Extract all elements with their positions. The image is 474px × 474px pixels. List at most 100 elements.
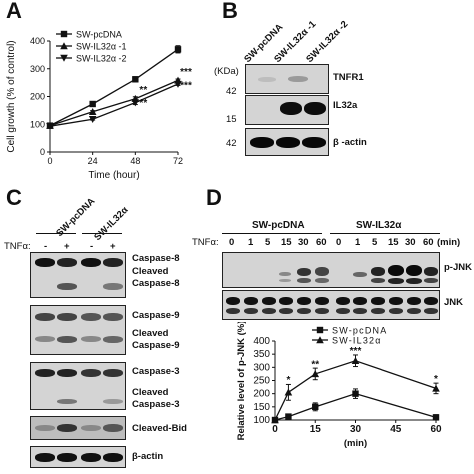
chart-a-series-2-point-2 [131, 99, 140, 107]
chart-d: 100 150 200 250 300 350 400 0 15 30 45 60 (min) Relat… [236, 322, 442, 449]
chart-d-x-tick-label-4: 60 [430, 424, 442, 435]
chart-d-legend-label-0: SW-pcDNA [332, 326, 387, 336]
chart-d-annotation-3: * [434, 374, 438, 385]
blot-label-caspase-8-cleaved: Cleaved [132, 266, 169, 277]
blot-label-caspase-8: Caspase-8 [132, 253, 180, 264]
chart-a-series-1-point-1 [88, 107, 97, 115]
blot-label-caspase-3-cleaved-2: Caspase-3 [132, 399, 180, 410]
group-label-d-1: SW-pcDNA [252, 220, 305, 231]
chart-d-x-tick-label-2: 30 [350, 424, 362, 435]
blot-caspase-8 [30, 252, 126, 298]
marker-b-2: 15 [226, 114, 237, 125]
time-d-1: 0 [229, 237, 235, 248]
chart-d-y-tick-label-5: 350 [253, 349, 270, 360]
blot-caspase-9 [30, 305, 126, 355]
chart-d-x-label: (min) [344, 438, 367, 449]
chart-d-series-1-point-3 [351, 356, 360, 364]
chart-d-series-0-point-1 [285, 413, 292, 420]
time-d-9: 5 [372, 237, 378, 248]
time-d-2: 1 [248, 237, 254, 248]
time-d-7: 0 [336, 237, 342, 248]
chart-d-legend-label-1: SW-IL32α [332, 336, 382, 346]
panel-d-letter: D [206, 185, 222, 210]
chart-a-x-tick-label-2: 48 [130, 156, 140, 166]
blot-label-caspase-8-cleaved-2: Caspase-8 [132, 278, 180, 289]
chart-d-y-tick-label-6: 400 [253, 336, 270, 347]
chart-d-y-label: Relative level of p-JNK (%) [236, 322, 247, 440]
blot-label-cleaved-bid: Cleaved-Bid [132, 423, 187, 434]
time-d-6: 60 [316, 237, 327, 248]
blot-label-il32a: IL32a [333, 100, 358, 111]
blot-c-b-actin [30, 446, 126, 468]
chart-a: 0 100 200 300 400 0 24 48 72 Time (hour) Cell grow… [6, 30, 192, 181]
sign-c-4: + [110, 241, 116, 252]
sign-c-1: - [44, 241, 48, 252]
chart-a-legend-label-2: SW-IL32α -2 [76, 54, 127, 64]
chart-a-legend-marker-0 [60, 30, 68, 38]
chart-d-annotation-1: ** [311, 359, 319, 370]
group-line-c-1 [36, 233, 76, 234]
chart-d-x-tick-label-0: 0 [272, 424, 278, 435]
group-line-d-2 [330, 233, 440, 234]
chart-a-series-0-line [49, 48, 179, 127]
chart-a-y-tick-label-1: 100 [30, 119, 45, 129]
tnfa-label-c: TNFα: [4, 241, 31, 252]
chart-d-series-1-point-4 [432, 384, 440, 392]
blot-label-caspase-9: Caspase-9 [132, 310, 180, 321]
time-d-3: 5 [265, 237, 271, 248]
chart-d-series-0-point-3 [352, 390, 359, 397]
blot-label-jnk: JNK [444, 297, 464, 308]
blot-tnfr1 [245, 64, 329, 94]
chart-d-y-tick-label-0: 100 [253, 415, 270, 426]
blot-label-c-b-actin: β-actin [132, 451, 164, 462]
chart-a-y-tick-label-3: 300 [30, 64, 45, 74]
group-label-c-2: SW-IL32α [92, 204, 131, 243]
chart-d-series-1-point-1 [284, 388, 293, 396]
blot-b-actin [245, 128, 329, 156]
chart-a-annotation-0: ** [139, 85, 147, 96]
time-unit-d: (min) [437, 237, 461, 248]
chart-a-annotation-2: *** [180, 67, 192, 78]
chart-a-y-label: Cell growth (% of control) [6, 40, 17, 152]
chart-a-series-2-point-3 [174, 80, 182, 88]
chart-d-y-tick-label-1: 150 [253, 402, 270, 413]
chart-d-series-1-point-2 [311, 370, 320, 378]
marker-b-3: 42 [226, 138, 237, 149]
chart-a-annotation-3: *** [180, 81, 192, 92]
group-line-d-1 [222, 233, 322, 234]
sign-c-2: + [64, 241, 70, 252]
blot-label-tnfr1: TNFR1 [333, 72, 364, 83]
blot-p-jnk [222, 252, 440, 288]
panel-c-letter: C [6, 185, 22, 210]
kda-label: (KDa) [214, 66, 239, 77]
chart-d-legend-marker-0 [316, 326, 324, 334]
chart-a-x-tick-label-3: 72 [173, 156, 183, 166]
tnfa-label-d: TNFα: [192, 237, 219, 248]
panel-b-letter: B [222, 0, 238, 23]
time-d-8: 1 [355, 237, 361, 248]
blot-label-caspase-3: Caspase-3 [132, 366, 180, 377]
chart-a-y-tick-label-0: 0 [40, 147, 45, 157]
blot-cleaved-bid [30, 416, 126, 440]
chart-a-y-tick-label-4: 400 [30, 36, 45, 46]
chart-a-legend-marker-2 [60, 54, 68, 62]
chart-a-series-2-line [49, 83, 179, 127]
chart-d-x-tick-label-3: 45 [390, 424, 402, 435]
chart-a-series-1-line [49, 79, 179, 127]
chart-d-y-tick-label-3: 250 [253, 376, 270, 387]
chart-a-annotation-1: ** [139, 98, 147, 109]
chart-a-series-2-point-0 [46, 122, 54, 130]
chart-d-x-tick-label-1: 15 [310, 424, 322, 435]
chart-d-annotation-2: *** [350, 346, 362, 357]
chart-a-series-0-point-2 [132, 76, 139, 83]
blot-label-caspase-9-cleaved: Cleaved [132, 328, 169, 339]
chart-a-legend-label-0: SW-pcDNA [76, 30, 122, 40]
blot-label-b-actin: β -actin [333, 137, 367, 148]
marker-b-1: 42 [226, 86, 237, 97]
panel-a-letter: A [6, 0, 22, 23]
chart-d-y-tick-label-4: 300 [253, 362, 270, 373]
blot-label-caspase-3-cleaved: Cleaved [132, 387, 169, 398]
group-line-c-2 [82, 233, 122, 234]
chart-a-series-0-point-1 [89, 100, 96, 108]
chart-d-series-0-point-2 [312, 403, 319, 411]
